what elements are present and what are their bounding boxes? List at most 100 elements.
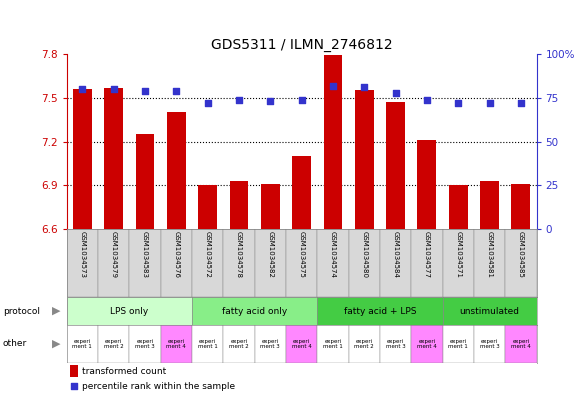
Bar bbox=[505, 229, 536, 297]
Text: protocol: protocol bbox=[3, 307, 40, 316]
Text: experi
ment 1: experi ment 1 bbox=[198, 339, 218, 349]
Bar bbox=[443, 297, 536, 325]
Bar bbox=[129, 229, 161, 297]
Bar bbox=[449, 185, 467, 229]
Text: experi
ment 2: experi ment 2 bbox=[229, 339, 249, 349]
Text: percentile rank within the sample: percentile rank within the sample bbox=[82, 382, 235, 391]
Bar bbox=[474, 229, 505, 297]
Bar bbox=[67, 325, 98, 363]
Text: experi
ment 2: experi ment 2 bbox=[354, 339, 374, 349]
Bar bbox=[255, 325, 286, 363]
Text: GSM1034577: GSM1034577 bbox=[424, 231, 430, 278]
Text: GSM1034585: GSM1034585 bbox=[518, 231, 524, 278]
Bar bbox=[98, 325, 129, 363]
Point bbox=[234, 96, 244, 103]
Text: experi
ment 3: experi ment 3 bbox=[260, 339, 280, 349]
Text: GSM1034574: GSM1034574 bbox=[330, 231, 336, 278]
Text: experi
ment 3: experi ment 3 bbox=[480, 339, 499, 349]
Bar bbox=[261, 184, 280, 229]
Bar bbox=[324, 55, 342, 229]
Text: ▶: ▶ bbox=[52, 306, 61, 316]
Bar bbox=[292, 156, 311, 229]
Point bbox=[422, 96, 432, 103]
Point bbox=[297, 96, 306, 103]
Point bbox=[109, 86, 118, 92]
Bar bbox=[67, 297, 192, 325]
Point bbox=[69, 383, 78, 389]
Point bbox=[140, 88, 150, 94]
Bar bbox=[104, 88, 123, 229]
Bar bbox=[70, 365, 78, 377]
Bar bbox=[73, 89, 92, 229]
Bar bbox=[286, 229, 317, 297]
Text: GSM1034581: GSM1034581 bbox=[487, 231, 492, 278]
Text: other: other bbox=[3, 340, 27, 349]
Bar bbox=[167, 112, 186, 229]
Text: LPS only: LPS only bbox=[110, 307, 148, 316]
Bar bbox=[317, 229, 349, 297]
Text: GSM1034584: GSM1034584 bbox=[393, 231, 398, 278]
Text: experi
ment 1: experi ment 1 bbox=[72, 339, 92, 349]
Text: experi
ment 3: experi ment 3 bbox=[386, 339, 405, 349]
Text: GSM1034580: GSM1034580 bbox=[361, 231, 367, 278]
Text: GSM1034579: GSM1034579 bbox=[111, 231, 117, 278]
Bar bbox=[136, 134, 154, 229]
Bar bbox=[512, 184, 530, 229]
Bar bbox=[317, 325, 349, 363]
Bar bbox=[505, 325, 536, 363]
Bar bbox=[443, 325, 474, 363]
Text: GSM1034576: GSM1034576 bbox=[173, 231, 179, 278]
Bar bbox=[355, 90, 374, 229]
Text: GSM1034572: GSM1034572 bbox=[205, 231, 211, 278]
Bar bbox=[317, 297, 443, 325]
Text: experi
ment 1: experi ment 1 bbox=[323, 339, 343, 349]
Bar bbox=[474, 325, 505, 363]
Bar bbox=[380, 325, 411, 363]
Point bbox=[203, 100, 212, 106]
Bar bbox=[349, 229, 380, 297]
Point bbox=[266, 98, 275, 105]
Point bbox=[360, 84, 369, 90]
Bar bbox=[161, 229, 192, 297]
Bar bbox=[349, 325, 380, 363]
Bar bbox=[161, 325, 192, 363]
Text: experi
ment 1: experi ment 1 bbox=[448, 339, 468, 349]
Point bbox=[454, 100, 463, 106]
Bar bbox=[129, 325, 161, 363]
Title: GDS5311 / ILMN_2746812: GDS5311 / ILMN_2746812 bbox=[211, 38, 393, 51]
Text: GSM1034583: GSM1034583 bbox=[142, 231, 148, 278]
Point bbox=[516, 100, 525, 106]
Bar bbox=[443, 229, 474, 297]
Point bbox=[485, 100, 494, 106]
Text: experi
ment 4: experi ment 4 bbox=[511, 339, 531, 349]
Text: ▶: ▶ bbox=[52, 339, 61, 349]
Point bbox=[78, 86, 87, 92]
Bar bbox=[98, 229, 129, 297]
Bar bbox=[192, 325, 223, 363]
Bar bbox=[386, 102, 405, 229]
Bar bbox=[230, 181, 248, 229]
Bar bbox=[411, 229, 443, 297]
Bar bbox=[418, 140, 436, 229]
Text: GSM1034578: GSM1034578 bbox=[236, 231, 242, 278]
Point bbox=[328, 83, 338, 89]
Text: fatty acid + LPS: fatty acid + LPS bbox=[343, 307, 416, 316]
Text: experi
ment 4: experi ment 4 bbox=[292, 339, 311, 349]
Text: experi
ment 3: experi ment 3 bbox=[135, 339, 155, 349]
Bar bbox=[192, 297, 317, 325]
Bar bbox=[67, 229, 98, 297]
Text: fatty acid only: fatty acid only bbox=[222, 307, 287, 316]
Text: experi
ment 4: experi ment 4 bbox=[417, 339, 437, 349]
Bar bbox=[380, 229, 411, 297]
Text: GSM1034571: GSM1034571 bbox=[455, 231, 461, 278]
Text: unstimulated: unstimulated bbox=[459, 307, 520, 316]
Bar bbox=[223, 229, 255, 297]
Bar bbox=[255, 229, 286, 297]
Bar bbox=[411, 325, 443, 363]
Text: GSM1034575: GSM1034575 bbox=[299, 231, 304, 278]
Point bbox=[391, 89, 400, 95]
Text: transformed count: transformed count bbox=[82, 367, 166, 376]
Text: experi
ment 4: experi ment 4 bbox=[166, 339, 186, 349]
Bar bbox=[223, 325, 255, 363]
Text: experi
ment 2: experi ment 2 bbox=[104, 339, 124, 349]
